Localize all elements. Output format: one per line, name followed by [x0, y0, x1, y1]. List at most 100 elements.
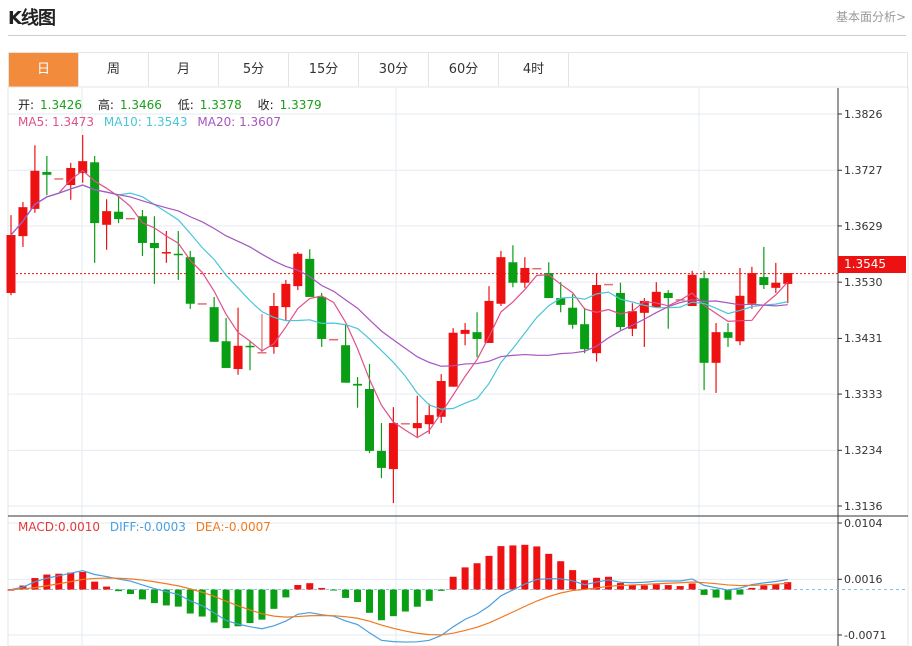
macd-bar — [162, 589, 170, 606]
macd-bar — [330, 589, 338, 591]
candle-up — [329, 338, 339, 341]
tab-30min[interactable]: 30分 — [359, 53, 429, 87]
macd-tick-label: 0.0016 — [844, 573, 883, 587]
ma5-line — [10, 169, 789, 439]
candle-up — [233, 345, 243, 370]
divider — [8, 35, 906, 36]
macd-bar — [342, 589, 350, 598]
candle-up — [424, 415, 434, 425]
price-tick-label: 1.3727 — [844, 164, 883, 178]
tab-week[interactable]: 周 — [79, 53, 149, 87]
macd-bar — [115, 589, 123, 592]
macd-bar — [736, 589, 744, 595]
candle-up — [771, 282, 781, 288]
candle-up — [161, 252, 171, 254]
dea-line — [10, 577, 788, 636]
macd-bar — [55, 573, 63, 590]
macd-bar — [724, 589, 732, 600]
macd-bar — [748, 587, 756, 590]
candle-down — [580, 324, 590, 350]
price-tick-label: 1.3629 — [844, 219, 883, 233]
macd-bar — [413, 589, 421, 607]
price-tick-label: 1.3234 — [844, 444, 883, 458]
candle-up — [687, 274, 697, 307]
candle-up — [126, 217, 135, 220]
candle-down — [508, 262, 518, 283]
tab-day[interactable]: 日 — [9, 53, 79, 87]
diff-legend-value: DIFF:-0.0003 — [109, 520, 186, 534]
candle-up — [520, 267, 530, 283]
macd-bar — [461, 567, 469, 590]
macd-bar — [389, 589, 397, 617]
candle-up — [484, 300, 494, 343]
candle-down — [221, 341, 231, 368]
macd-bar — [652, 584, 660, 590]
macd-bar — [198, 589, 206, 617]
tab-month[interactable]: 月 — [149, 53, 219, 87]
candle-down — [472, 332, 482, 339]
candle-down — [376, 450, 386, 468]
macd-bar — [150, 589, 158, 604]
macd-tick-label: -0.0071 — [844, 629, 887, 642]
candle-up — [627, 311, 637, 329]
candle-up — [269, 306, 279, 347]
diff-line — [10, 570, 788, 643]
fundamental-analysis-link[interactable]: 基本面分析> — [835, 10, 906, 24]
candle-down — [42, 171, 52, 175]
macd-bar — [43, 574, 51, 590]
ma10-legend: MA10: 1.3543 — [103, 115, 188, 129]
ma-legend: MA5: 1.3473 MA10: 1.3543 MA20: 1.3607 — [18, 115, 287, 129]
macd-bar — [354, 589, 362, 603]
macd-bar — [616, 583, 624, 590]
candle-down — [245, 345, 255, 348]
candle-down — [305, 258, 315, 297]
macd-bar — [760, 585, 768, 590]
macd-bar — [91, 581, 99, 590]
candle-down — [353, 383, 363, 386]
macd-bar — [533, 546, 541, 590]
macd-bar — [521, 544, 529, 590]
candle-down — [149, 242, 159, 249]
macd-bar — [103, 586, 111, 590]
macd-bar — [640, 585, 648, 590]
tab-60min[interactable]: 60分 — [429, 53, 499, 87]
candle-down — [723, 332, 733, 338]
candle-up — [651, 291, 661, 308]
tab-5min[interactable]: 5分 — [219, 53, 289, 87]
candle-up — [448, 332, 458, 387]
candle-down — [544, 273, 554, 299]
tab-4hour[interactable]: 4时 — [499, 53, 569, 87]
candle-down — [341, 345, 351, 383]
candle-down — [556, 298, 566, 305]
open-value: 1.3426 — [40, 98, 83, 112]
macd-bar — [485, 555, 493, 590]
macd-bar — [628, 585, 636, 590]
macd-bar — [557, 561, 565, 590]
high-label: 高: — [97, 98, 114, 112]
macd-bar — [210, 589, 218, 623]
candle-up — [197, 303, 207, 305]
tab-15min[interactable]: 15分 — [289, 53, 359, 87]
candle-down — [663, 292, 673, 299]
macd-bar — [569, 570, 577, 590]
candle-down — [173, 253, 183, 256]
low-value: 1.3378 — [199, 98, 242, 112]
price-tick-label: 1.3431 — [844, 332, 883, 346]
candle-down — [759, 277, 769, 286]
candle-up — [711, 332, 721, 363]
chart-frame — [7, 86, 909, 646]
macd-bar — [605, 576, 612, 590]
candle-down — [699, 278, 709, 363]
candle-up — [592, 285, 602, 354]
open-label: 开: — [18, 98, 35, 112]
ohlc-legend: 开: 1.3426 高: 1.3466 低: 1.3378 收: 1.3379 — [18, 96, 334, 113]
ma20-line — [10, 184, 788, 367]
candle-up — [735, 295, 745, 342]
candle-up — [436, 381, 446, 417]
candle-up — [460, 329, 470, 334]
price-tick-label: 1.3530 — [844, 276, 883, 290]
ma5-legend: MA5: 1.3473 — [18, 115, 95, 129]
macd-bar — [688, 583, 696, 590]
candle-up — [400, 423, 410, 425]
